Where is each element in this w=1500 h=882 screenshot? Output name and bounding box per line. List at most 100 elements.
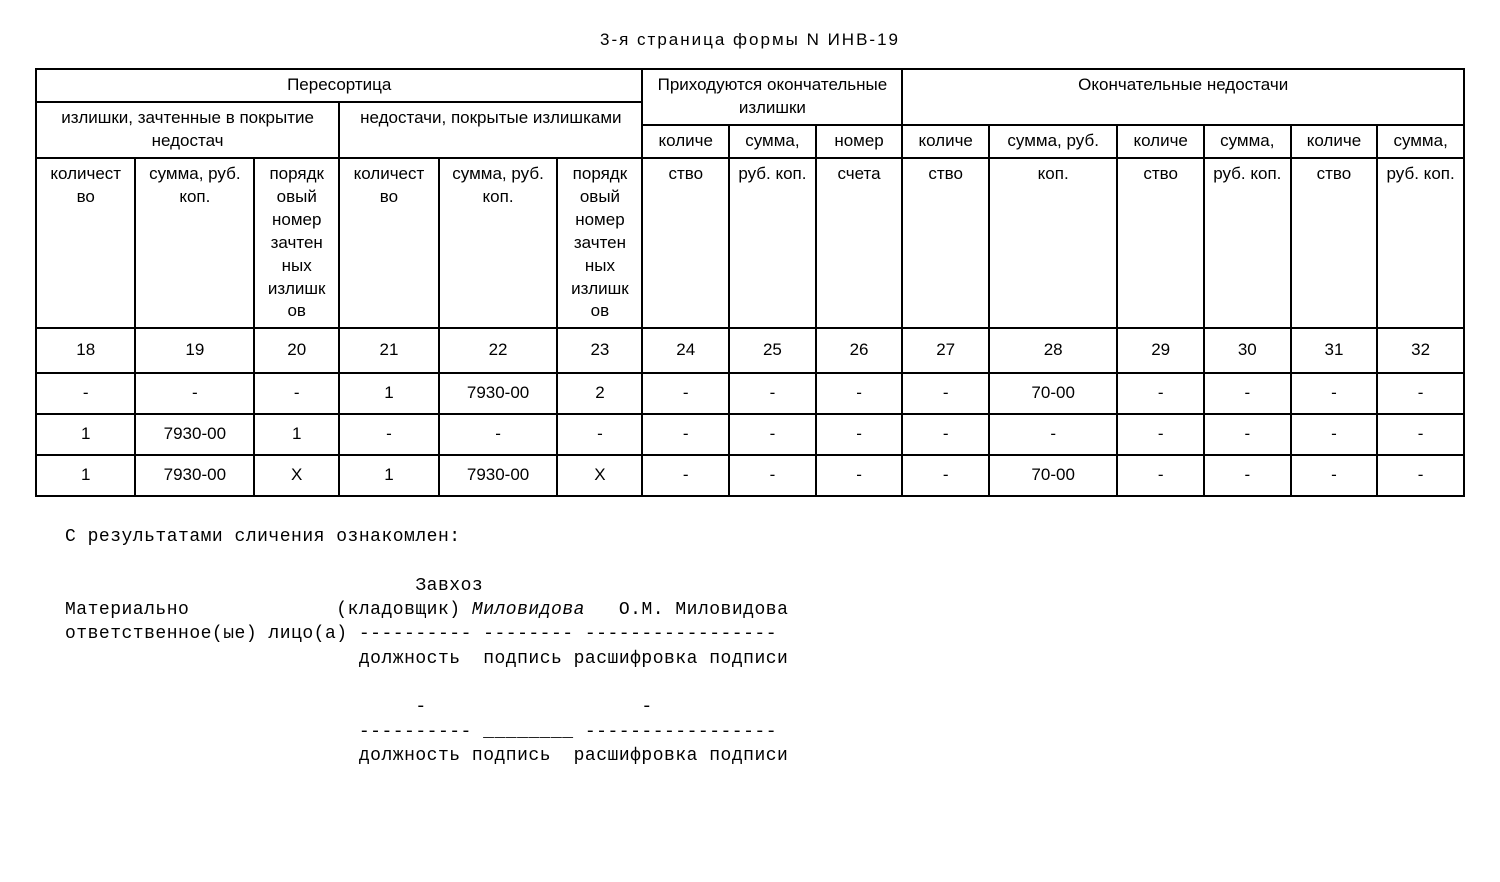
- dash-2: -: [641, 697, 652, 717]
- footer-block: С результатами сличения ознакомлен: Завх…: [65, 525, 1465, 768]
- cell: -: [1204, 373, 1291, 414]
- table-row: - - - 1 7930-00 2 - - - - 70-00 - - - -: [36, 373, 1464, 414]
- colnum: 24: [642, 328, 729, 373]
- cell: -: [729, 414, 816, 455]
- colnum: 19: [135, 328, 254, 373]
- cell: -: [989, 414, 1117, 455]
- hdr-c25: руб. коп.: [729, 158, 816, 329]
- resp-label-l2: ответственное(ые) лицо(а): [65, 624, 348, 644]
- hdr-c22: сумма, руб. коп.: [439, 158, 558, 329]
- cell: 1: [339, 373, 438, 414]
- cell: 1: [36, 455, 135, 496]
- footer-intro: С результатами сличения ознакомлен:: [65, 527, 461, 547]
- hdr-nedostachi-pokr: недостачи, покрытые излишками: [339, 102, 642, 158]
- decipher-caption-2: расшифровка подписи: [574, 746, 789, 766]
- colnum: 18: [36, 328, 135, 373]
- hdr-c26: счета: [816, 158, 903, 329]
- cell: 1: [339, 455, 438, 496]
- cell: -: [729, 373, 816, 414]
- cell: -: [902, 455, 989, 496]
- hdr-c25a: сумма,: [729, 125, 816, 158]
- colnum: 23: [557, 328, 642, 373]
- cell: -: [1204, 455, 1291, 496]
- hdr-peresortitsa: Пересортица: [36, 69, 642, 102]
- colnum: 20: [254, 328, 339, 373]
- cell: -: [36, 373, 135, 414]
- hdr-c28a: сумма, руб.: [989, 125, 1117, 158]
- cell: -: [1117, 455, 1204, 496]
- hdr-c30a: сумма,: [1204, 125, 1291, 158]
- colnum: 31: [1291, 328, 1378, 373]
- hdr-c31a: количе: [1291, 125, 1378, 158]
- cell: -: [902, 373, 989, 414]
- hdr-c18: количест во: [36, 158, 135, 329]
- decipher-value: О.М. Миловидова: [619, 600, 789, 620]
- hdr-c26a: номер: [816, 125, 903, 158]
- cell: -: [1117, 414, 1204, 455]
- page-title: 3-я страница формы N ИНВ-19: [35, 30, 1465, 50]
- cell: -: [729, 455, 816, 496]
- cell: -: [642, 373, 729, 414]
- hdr-c21: количест во: [339, 158, 438, 329]
- cell: -: [557, 414, 642, 455]
- dash-1: -: [415, 697, 426, 717]
- colnum: 28: [989, 328, 1117, 373]
- hdr-c24a: количе: [642, 125, 729, 158]
- colnum: 29: [1117, 328, 1204, 373]
- cell: 7930-00: [439, 373, 558, 414]
- cell: -: [1117, 373, 1204, 414]
- hdr-c27a: количе: [902, 125, 989, 158]
- header-row-1: Пересортица Приходуются окончательные из…: [36, 69, 1464, 102]
- signature-caption-2: подпись: [472, 746, 551, 766]
- table-row: 1 7930-00 1 - - - - - - - - - - - -: [36, 414, 1464, 455]
- colnum: 32: [1377, 328, 1464, 373]
- cell: -: [339, 414, 438, 455]
- inv19-table: Пересортица Приходуются окончательные из…: [35, 68, 1465, 497]
- hdr-c23: порядк овый номер зачтен ных излишк ов: [557, 158, 642, 329]
- hdr-c31: ство: [1291, 158, 1378, 329]
- hdr-c30: руб. коп.: [1204, 158, 1291, 329]
- cell: -: [1291, 414, 1378, 455]
- hdr-c32a: сумма,: [1377, 125, 1464, 158]
- hdr-nedostachi: Окончательные недостачи: [902, 69, 1464, 125]
- cell: -: [642, 414, 729, 455]
- cell: X: [557, 455, 642, 496]
- cell: -: [254, 373, 339, 414]
- position-caption-2: должность: [359, 746, 461, 766]
- cell: -: [439, 414, 558, 455]
- hdr-prikhod: Приходуются окончательные излишки: [642, 69, 902, 125]
- cell: -: [642, 455, 729, 496]
- hdr-c29: ство: [1117, 158, 1204, 329]
- colnum: 21: [339, 328, 438, 373]
- decipher-caption: расшифровка подписи: [574, 649, 789, 669]
- position-caption: должность: [359, 649, 461, 669]
- cell: X: [254, 455, 339, 496]
- colnum: 22: [439, 328, 558, 373]
- resp-label-l1: Материально: [65, 600, 189, 620]
- header-row-4: количест во сумма, руб. коп. порядк овый…: [36, 158, 1464, 329]
- signature-value: Миловидова: [472, 600, 585, 620]
- cell: -: [816, 414, 903, 455]
- cell: -: [902, 414, 989, 455]
- cell: -: [1204, 414, 1291, 455]
- colnum: 26: [816, 328, 903, 373]
- page: 3-я страница формы N ИНВ-19 Пересортица …: [0, 0, 1500, 808]
- hdr-c27: ство: [902, 158, 989, 329]
- cell: 70-00: [989, 455, 1117, 496]
- cell: -: [1291, 373, 1378, 414]
- cell: 2: [557, 373, 642, 414]
- cell: 7930-00: [439, 455, 558, 496]
- colnum: 25: [729, 328, 816, 373]
- cell: -: [1377, 455, 1464, 496]
- cell: 7930-00: [135, 414, 254, 455]
- position-line2: (кладовщик): [336, 600, 460, 620]
- table-row: 1 7930-00 X 1 7930-00 X - - - - 70-00 - …: [36, 455, 1464, 496]
- hdr-c24: ство: [642, 158, 729, 329]
- cell: -: [1291, 455, 1378, 496]
- cell: -: [1377, 373, 1464, 414]
- cell: 1: [36, 414, 135, 455]
- cell: -: [1377, 414, 1464, 455]
- colnum-row: 18 19 20 21 22 23 24 25 26 27 28 29 30 3…: [36, 328, 1464, 373]
- cell: 1: [254, 414, 339, 455]
- hdr-c29a: количе: [1117, 125, 1204, 158]
